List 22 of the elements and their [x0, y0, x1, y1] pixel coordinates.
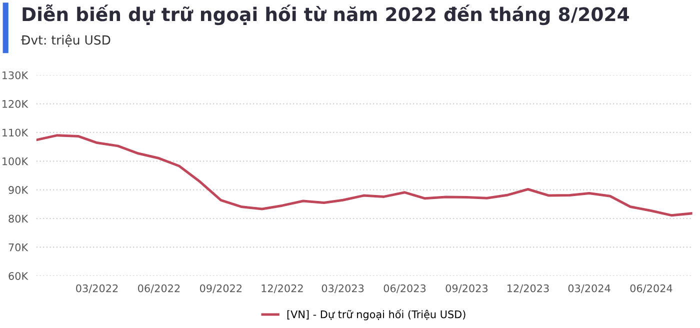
line-series: [36, 134, 692, 217]
y-tick-label: 130K: [2, 71, 28, 80]
x-tick-label: 12/2022: [262, 284, 303, 294]
x-tick-label: 03/2024: [568, 284, 610, 294]
y-tick-label: 120K: [2, 100, 28, 108]
x-tick-label: 06/2022: [138, 284, 180, 294]
x-tick-label: 03/2023: [322, 284, 364, 294]
y-tick-label: 80K: [8, 214, 28, 223]
x-tick-label: 06/2024: [630, 284, 672, 294]
x-tick-label: 03/2022: [76, 284, 118, 294]
x-tick-label: 09/2023: [446, 284, 488, 294]
legend-label: [VN] - Dự trữ ngoại hối (Triệu USD): [287, 309, 466, 320]
chart-title: Diễn biến dự trữ ngoại hối từ năm 2022 đến tháng 8/2024: [22, 4, 629, 26]
x-tick-label: 06/2023: [384, 284, 426, 294]
chart-subtitle: Đvt: triệu USD: [21, 34, 110, 47]
y-tick-label: 70K: [8, 243, 28, 252]
x-tick-label: 12/2023: [507, 284, 549, 294]
y-tick-label: 110K: [2, 128, 28, 137]
x-tick-label: 09/2022: [200, 284, 242, 294]
y-tick-label: 90K: [8, 186, 28, 194]
y-tick-label: 100K: [2, 157, 28, 166]
y-tick-label: 60K: [8, 272, 28, 280]
